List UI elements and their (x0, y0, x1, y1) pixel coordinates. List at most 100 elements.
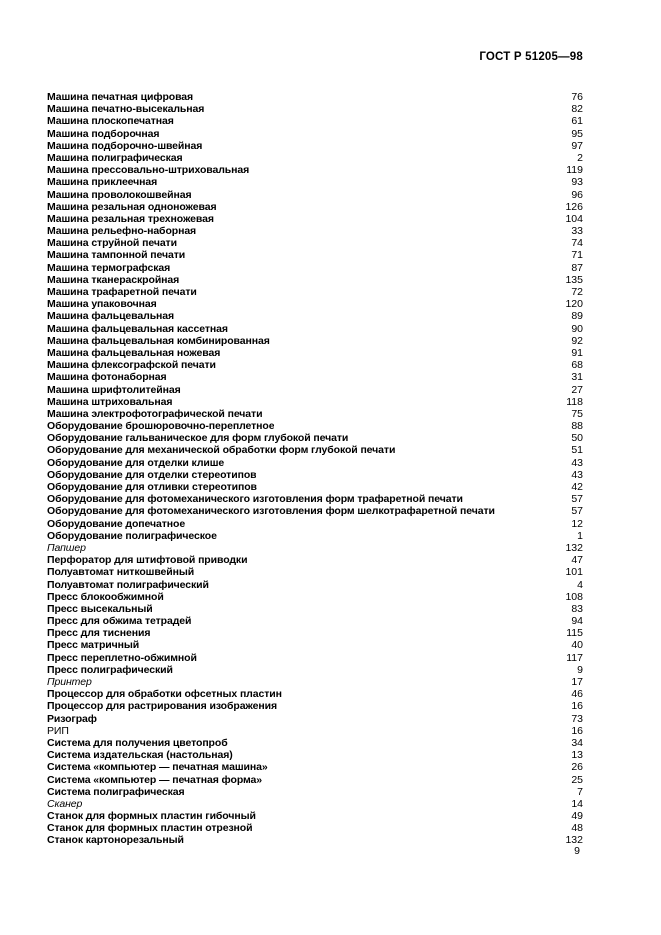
index-page-ref: 68 (571, 359, 583, 372)
index-term: РИП (47, 724, 69, 737)
index-term: Машина фальцевальная (47, 310, 175, 323)
index-entry: Машина фальцевальная 89 (47, 310, 583, 322)
index-entry: Машина штриховальная 118 (47, 396, 583, 408)
index-entry: Оборудование для механической обработки … (47, 444, 583, 456)
index-term: Оборудование гальваническое для форм глу… (47, 432, 349, 445)
index-page-ref: 16 (571, 700, 583, 713)
index-entry: Пресс высекальный 83 (47, 603, 583, 615)
index-term: Станок для формных пластин отрезной (47, 822, 253, 835)
index-term: Машина фотонаборная (47, 371, 167, 384)
index-page-ref: 71 (571, 249, 583, 262)
index-page-ref: 12 (571, 517, 583, 530)
index-entry: Машина печатная цифровая 76 (47, 91, 583, 103)
index-term: Машина фальцевальная комбинированная (47, 334, 270, 347)
index-term: Оборудование для фотомеханического изгот… (47, 493, 463, 506)
index-page-ref: 88 (571, 420, 583, 433)
index-term: Система для получения цветопроб (47, 736, 228, 749)
index-entry: Система «компьютер — печатная форма» 25 (47, 774, 583, 786)
index-entry: Процессор для обработки офсетных пластин… (47, 688, 583, 700)
index-entry: Машина фальцевальная ножевая 91 (47, 347, 583, 359)
index-page-ref: 42 (571, 481, 583, 493)
index-page-ref: 31 (571, 371, 583, 384)
index-page-ref: 2 (577, 151, 583, 164)
index-page-ref: 91 (571, 346, 583, 359)
index-term: Процессор для обработки офсетных пластин (47, 688, 282, 701)
index-page-ref: 27 (571, 383, 583, 396)
index-term: Машина плоскопечатная (47, 115, 174, 128)
index-entry: Машина печатно-высекальная 82 (47, 103, 583, 115)
index-entry: Машина рельефно-наборная 33 (47, 225, 583, 237)
index-term: Машина приклеечная (47, 176, 158, 189)
index-entry: Машина прессовально-штриховальная 119 (47, 164, 583, 176)
index-entry: Машина струйной печати 74 (47, 237, 583, 249)
index-entry: Оборудование для фотомеханического изгот… (47, 505, 583, 517)
index-page-ref: 97 (571, 139, 583, 152)
index-page-ref: 43 (571, 468, 583, 481)
index-page-ref: 120 (565, 298, 583, 311)
index-term: Оборудование для отливки стереотипов (47, 481, 257, 493)
index-term: Машина прессовально-штриховальная (47, 164, 250, 177)
index-page-ref: 13 (571, 749, 583, 762)
index-entry: Система для получения цветопроб 34 (47, 737, 583, 749)
index-term: Машина термографская (47, 261, 171, 274)
index-page-ref: 40 (571, 639, 583, 652)
index-entry: Машина фальцевальная кассетная 90 (47, 323, 583, 335)
index-term: Система «компьютер — печатная машина» (47, 761, 268, 774)
index-term: Пресс матричный (47, 639, 140, 652)
index-page-ref: 72 (571, 286, 583, 298)
index-entry: Система издательская (настольная) 13 (47, 749, 583, 761)
index-page-ref: 51 (571, 444, 583, 457)
index-page-ref: 34 (571, 736, 583, 749)
index-page-ref: 9 (577, 663, 583, 676)
index-term: Машина печатно-высекальная (47, 103, 205, 116)
index-term: Пресс для тиснения (47, 627, 151, 640)
index-entry: Оборудование для отделки стереотипов 43 (47, 469, 583, 481)
index-entry: Система «компьютер — печатная машина» 26 (47, 761, 583, 773)
index-page-ref: 94 (571, 615, 583, 628)
index-page-ref: 25 (571, 773, 583, 786)
index-entry: Пресс полиграфический 9 (47, 664, 583, 676)
alphabetical-index: Машина печатная цифровая 76 Машина печат… (47, 91, 583, 847)
index-page-ref: 73 (571, 712, 583, 725)
index-entry: Машина термографская 87 (47, 262, 583, 274)
index-page-ref: 95 (571, 127, 583, 140)
index-term: Машина фальцевальная кассетная (47, 322, 228, 335)
index-page-ref: 17 (571, 676, 583, 688)
index-term: Пресс высекальный (47, 602, 153, 615)
index-entry: Папшер 132 (47, 542, 583, 554)
index-term: Система полиграфическая (47, 785, 185, 798)
index-term: Машина полиграфическая (47, 151, 183, 164)
index-entry: Полуавтомат полиграфический 4 (47, 579, 583, 591)
index-term: Машина рельефно-наборная (47, 225, 197, 238)
index-term: Перфоратор для штифтовой приводки (47, 554, 248, 567)
index-entry: Пресс для тиснения 115 (47, 627, 583, 639)
index-term: Система «компьютер — печатная форма» (47, 773, 263, 786)
index-term: Станок картонорезальный (47, 834, 184, 847)
index-page-ref: 119 (566, 164, 583, 177)
index-entry: Ризограф 73 (47, 713, 583, 725)
index-term: Машина резальная одноножевая (47, 200, 217, 213)
index-page-ref: 126 (565, 200, 583, 213)
index-entry: РИП 16 (47, 725, 583, 737)
index-term: Папшер (47, 541, 86, 554)
index-term: Машина трафаретной печати (47, 286, 197, 298)
index-page-ref: 104 (565, 212, 583, 225)
index-entry: Оборудование для отделки клише 43 (47, 457, 583, 469)
index-page-ref: 49 (571, 810, 583, 823)
index-page-ref: 118 (566, 395, 583, 408)
index-entry: Машина резальная трехножевая 104 (47, 213, 583, 225)
index-term: Оборудование для отделки клише (47, 456, 225, 469)
index-term: Машина тканераскройная (47, 273, 180, 286)
index-entry: Система полиграфическая 7 (47, 786, 583, 798)
index-page-ref: 101 (565, 566, 583, 579)
index-entry: Машина тканераскройная 135 (47, 274, 583, 286)
index-entry: Машина шрифтолитейная 27 (47, 384, 583, 396)
index-term: Пресс переплетно-обжимной (47, 651, 197, 664)
index-term: Машина струйной печати (47, 237, 177, 250)
index-entry: Сканер 14 (47, 798, 583, 810)
index-page-ref: 7 (577, 785, 583, 798)
index-entry: Машина приклеечная 93 (47, 176, 583, 188)
index-page-ref: 82 (571, 103, 583, 116)
index-entry: Машина тампонной печати 71 (47, 249, 583, 261)
